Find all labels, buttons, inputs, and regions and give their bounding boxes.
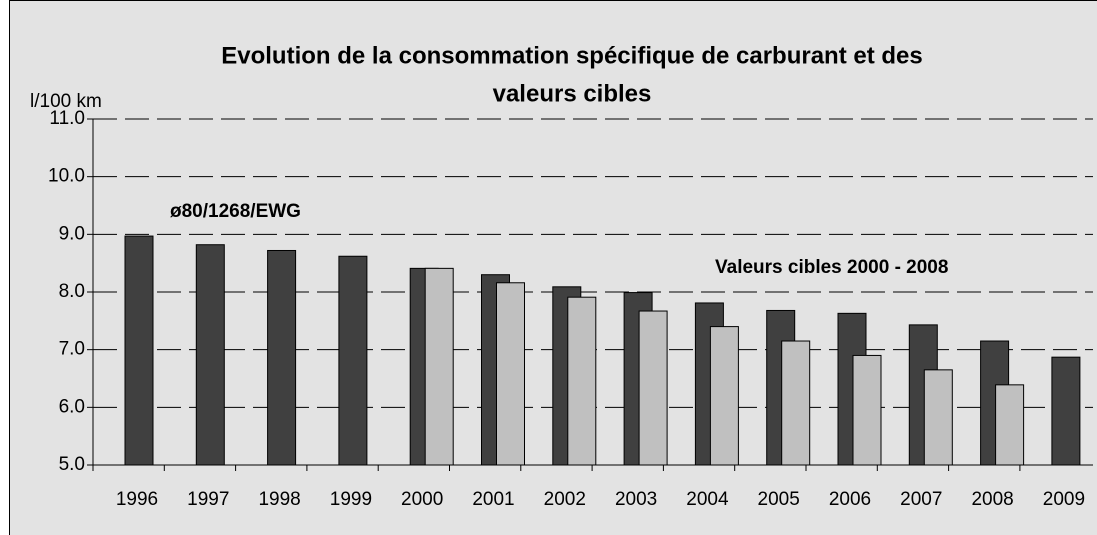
plot: Evolution de la consommation spécifique … [30, 42, 1093, 510]
y-tick-label: 11.0 [49, 108, 85, 129]
bar [638, 310, 668, 466]
y-tick-label: 7.0 [59, 339, 85, 360]
x-tick-label: 1999 [330, 489, 372, 510]
x-tick-label: 2002 [544, 489, 586, 510]
x-tick-label: 1998 [258, 489, 300, 510]
chart-title: valeurs cibles [493, 80, 652, 107]
annotation: Valeurs cibles 2000 - 2008 [715, 257, 948, 278]
bar [195, 244, 225, 466]
y-tick-label: 6.0 [59, 396, 85, 417]
x-tick-label: 2007 [900, 489, 942, 510]
x-tick-label: 2000 [401, 489, 443, 510]
x-tick-label: 2005 [758, 489, 800, 510]
bar [1051, 356, 1081, 466]
bar [923, 369, 953, 466]
y-tick-label: 5.0 [59, 454, 85, 475]
bar [496, 282, 525, 466]
bar [267, 249, 297, 466]
bar [424, 267, 454, 466]
bar [709, 326, 739, 466]
x-tick-label: 2003 [615, 489, 657, 510]
bar [995, 384, 1025, 466]
x-tick-label: 1997 [187, 489, 229, 510]
bar [567, 296, 597, 466]
x-tick-label: 2004 [686, 489, 729, 510]
x-tick-label: 1996 [116, 489, 158, 510]
annotation: ø80/1268/EWG [170, 201, 301, 222]
y-axis-label: l/100 km [30, 91, 102, 112]
bar [338, 255, 368, 466]
x-tick-label: 2008 [971, 489, 1013, 510]
x-tick-label: 2006 [829, 489, 871, 510]
bar [852, 354, 882, 466]
y-tick-label: 8.0 [59, 281, 85, 302]
y-tick-label: 9.0 [59, 223, 85, 244]
bar [124, 235, 154, 466]
x-tick-label: 2009 [1043, 489, 1085, 510]
chart-title: Evolution de la consommation spécifique … [221, 42, 922, 69]
bar [781, 340, 811, 466]
y-tick-label: 10.0 [48, 166, 85, 187]
x-tick-label: 2001 [472, 489, 514, 510]
